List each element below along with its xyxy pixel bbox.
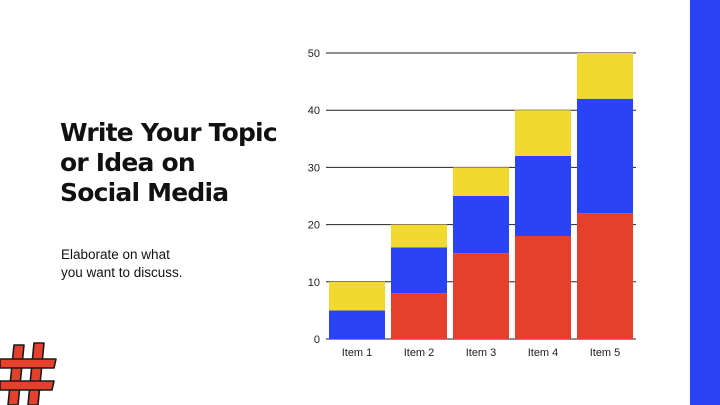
title-line-1: Write Your Topic [60, 118, 278, 147]
bar-segment [515, 236, 571, 339]
x-tick-label: Item 1 [342, 347, 373, 359]
title-line-3: Social Media [60, 178, 229, 207]
body-line-1: Elaborate on what [61, 247, 170, 262]
bar-segment [453, 167, 509, 196]
body-line-2: you want to discuss. [61, 265, 183, 280]
y-tick-label: 50 [308, 48, 320, 60]
bar-segment [453, 196, 509, 254]
bar-segment [391, 224, 447, 248]
x-tick-label: Item 5 [590, 347, 621, 359]
bar-segment [391, 293, 447, 339]
bar-segment [515, 110, 571, 156]
x-tick-label: Item 4 [528, 347, 559, 359]
x-tick-label: Item 2 [404, 347, 435, 359]
y-tick-label: 10 [308, 277, 320, 289]
bar-segment [577, 213, 633, 339]
y-tick-label: 40 [308, 105, 320, 117]
accent-side-bar [690, 0, 720, 405]
y-tick-label: 30 [308, 162, 320, 174]
y-tick-label: 0 [314, 334, 320, 346]
bar-segment [577, 98, 633, 214]
x-tick-label: Item 3 [466, 347, 497, 359]
bar-segment [515, 155, 571, 237]
bar-segment [329, 310, 385, 339]
stacked-bar-chart: 0 10 20 30 40 50 Item 1 Item 2 Item 3 Item 4 Item … [308, 48, 636, 359]
bar-segment [453, 253, 509, 339]
slide-body-text: Elaborate on what you want to discuss. [61, 246, 261, 282]
y-tick-label: 20 [308, 220, 320, 232]
slide-title: Write Your Topic or Idea on Social Media [60, 118, 290, 208]
bar-segment [391, 247, 447, 294]
hashtag-icon [0, 342, 57, 405]
title-line-2: or Idea on [60, 148, 196, 177]
bar-segment [329, 281, 385, 311]
bar-segment [577, 53, 633, 99]
